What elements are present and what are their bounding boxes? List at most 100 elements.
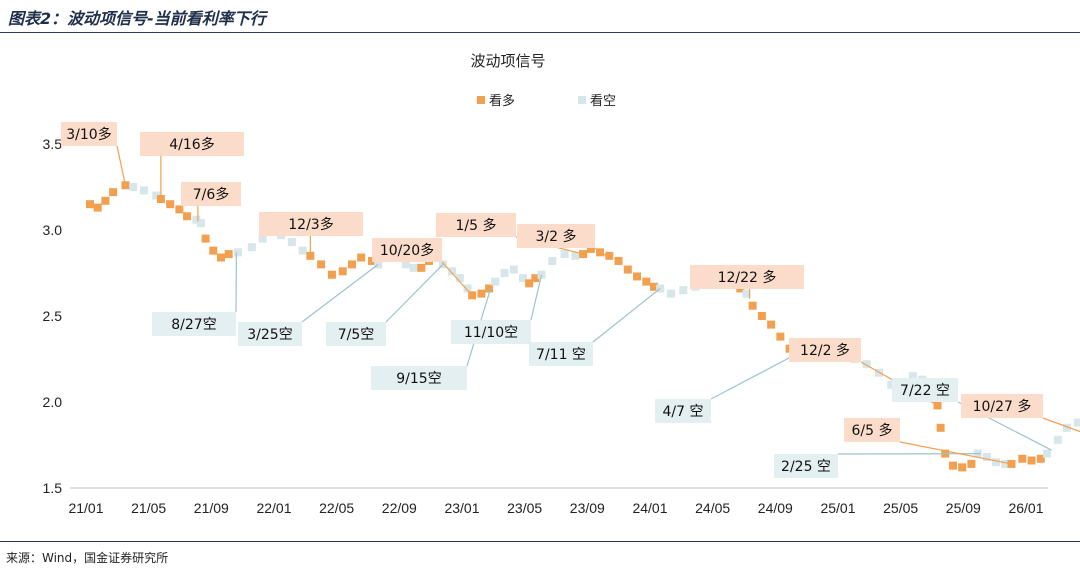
annotation-leader: [301, 263, 379, 323]
annotation-box-bear: [774, 454, 838, 478]
data-point-bull: [224, 250, 233, 259]
data-point-bull: [579, 250, 588, 259]
data-point-bull: [531, 274, 540, 283]
x-tick-label: 21/05: [131, 500, 166, 516]
data-point-bear: [247, 243, 256, 252]
x-tick-label: 21/09: [194, 500, 229, 516]
annotation-label: 9/15空: [396, 371, 441, 387]
annotation-leader: [441, 261, 473, 296]
data-point-bear: [298, 246, 307, 255]
annotation-label: 4/16多: [169, 136, 214, 153]
data-point-bull: [623, 265, 632, 274]
data-point-bear: [152, 191, 161, 200]
data-point-bear: [491, 277, 500, 286]
x-tick-label: 26/01: [1008, 500, 1043, 516]
y-axis: 1.5 2.0 2.5 3.0 3.5: [43, 136, 63, 496]
x-axis: 21/01 21/05 21/09 22/01 22/05 22/09 23/01 23/05…: [68, 500, 1043, 516]
x-tick-label: 24/01: [632, 500, 667, 516]
data-point-bear: [862, 360, 871, 369]
y-tick-label: 3.5: [43, 136, 63, 152]
x-tick-label: 23/05: [507, 500, 542, 516]
data-point-bull: [477, 289, 486, 298]
y-tick-label: 1.5: [43, 480, 63, 496]
annotation-box-bull: [690, 265, 804, 289]
data-point-bear: [509, 265, 518, 274]
data-point-bear: [887, 380, 896, 389]
data-point-bull: [605, 251, 614, 260]
data-point-bull: [525, 279, 534, 288]
source-note: 来源：Wind，国金证券研究所: [6, 551, 169, 565]
y-tick-label: 3.0: [43, 222, 63, 238]
annotation-label: 11/10空: [464, 325, 518, 341]
annotation-label: 7/5空: [338, 327, 375, 343]
data-point-bull: [1018, 454, 1027, 463]
x-tick-label: 21/01: [68, 500, 103, 516]
annotation-label: 4/7 空: [663, 404, 704, 420]
annotation-box-bear: [529, 342, 593, 366]
data-point-bull: [650, 282, 658, 291]
legend-swatch-bull: [477, 96, 485, 104]
data-point-bear: [258, 234, 267, 243]
annotation-leader: [899, 441, 1012, 465]
data-point-bull: [958, 463, 967, 472]
data-point-bull: [757, 312, 766, 320]
data-point-bull: [121, 181, 130, 190]
data-point-bull: [417, 263, 426, 272]
data-point-bear: [455, 274, 464, 283]
x-tick-label: 22/01: [256, 500, 291, 516]
data-point-bear: [192, 215, 201, 224]
x-tick-label: 22/05: [319, 500, 354, 516]
data-point-bear: [1042, 449, 1051, 458]
data-point-bear: [519, 274, 528, 283]
data-point-bear: [679, 286, 688, 295]
y-tick-label: 2.5: [43, 308, 63, 324]
data-point-bear: [560, 250, 569, 259]
chart-legend: 看多 看空: [477, 93, 616, 109]
x-tick-label: 25/01: [820, 500, 855, 516]
data-point-bull: [1027, 456, 1036, 465]
annotation-leader: [530, 274, 543, 321]
data-point-bull: [109, 188, 118, 197]
annotation-box-bear: [892, 378, 958, 402]
annotation-label: 10/20多: [380, 242, 434, 259]
data-point-bear: [908, 372, 917, 381]
y-tick-label: 2.0: [43, 394, 63, 410]
annotation-leader: [594, 247, 607, 257]
annotation-box-bear: [451, 320, 531, 344]
data-point-bull: [776, 332, 785, 341]
annotation-box-bull: [61, 122, 117, 146]
chart-title: 波动项信号: [470, 52, 545, 70]
data-point-bull: [347, 260, 356, 269]
data-point-bear: [448, 267, 457, 276]
annotation-leader: [116, 145, 127, 186]
data-point-bull: [209, 246, 218, 255]
data-point-bull: [642, 277, 651, 286]
data-point-bull: [967, 459, 976, 468]
data-point-bull: [201, 234, 210, 243]
data-point-bull: [338, 267, 347, 276]
data-point-bear: [1073, 418, 1080, 427]
annotation-box-bull: [844, 418, 900, 442]
data-point-bull: [357, 253, 366, 262]
data-point-bear: [1053, 435, 1062, 444]
annotation-leader: [385, 263, 444, 323]
annotation-label: 2/25 空: [781, 459, 831, 475]
data-point-bear: [666, 289, 675, 298]
data-point-bull: [485, 284, 494, 293]
data-point-bear: [409, 263, 418, 272]
annotation-box-bull: [259, 212, 363, 236]
data-point-bear: [1001, 459, 1010, 468]
figure-title: 图表2：波动项信号-当前看利率下行: [8, 9, 266, 28]
legend-label-bull: 看多: [489, 93, 515, 109]
data-point-bull: [1036, 454, 1045, 463]
annotation-box-bull: [140, 132, 244, 156]
data-point-bear: [401, 260, 410, 269]
data-point-bull: [596, 248, 605, 257]
data-point-bear: [129, 183, 138, 191]
annotation-label: 8/27空: [171, 317, 216, 333]
annotation-box-bull: [961, 394, 1043, 418]
annotation-box-bear: [326, 322, 386, 346]
annotation-box-bull: [372, 238, 442, 262]
annotation-leader: [710, 349, 804, 400]
data-point-bull: [86, 200, 94, 209]
